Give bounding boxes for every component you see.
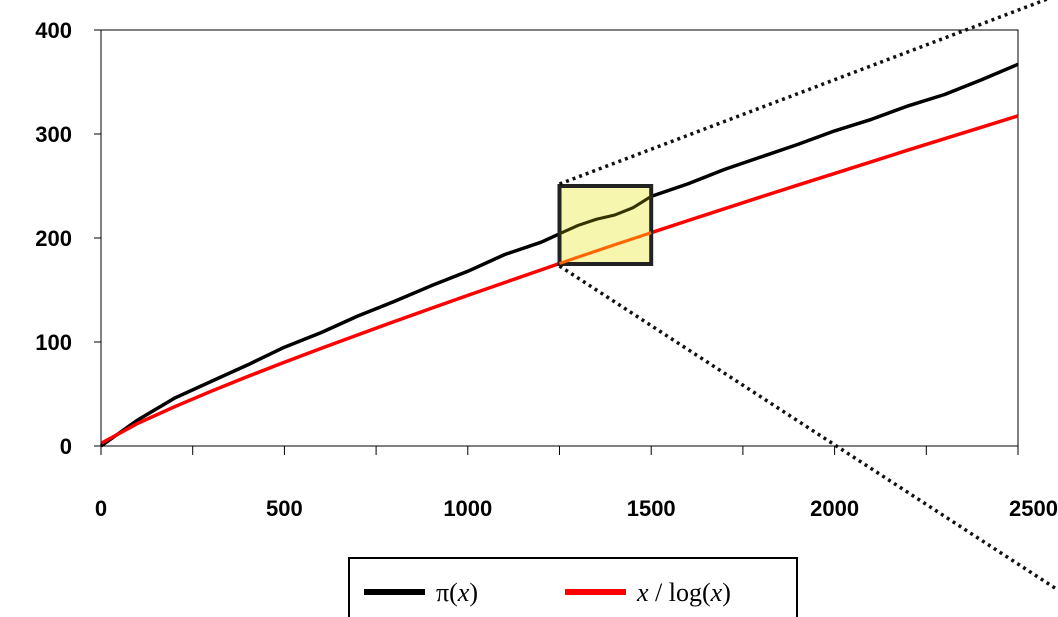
zoom-leader-lower [558, 264, 1058, 592]
x-tick-label: 1500 [627, 496, 676, 521]
y-axis-ticks: 0 100 200 300 400 [35, 18, 101, 459]
legend-label-pi: π(x) [436, 578, 478, 607]
y-tick-label: 100 [35, 330, 72, 355]
x-tick-label: 2500 [1009, 496, 1058, 521]
x-tick-label: 2000 [810, 496, 859, 521]
zoom-indicator [557, 0, 1058, 592]
y-tick-label: 200 [35, 226, 72, 251]
zoom-series-segment [558, 195, 652, 236]
legend-box [348, 557, 798, 617]
y-tick-label: 300 [35, 122, 72, 147]
x-tick-label: 1000 [443, 496, 492, 521]
x-tick-label: 0 [95, 496, 107, 521]
y-tick-label: 400 [35, 18, 72, 43]
x-tick-label: 500 [266, 496, 303, 521]
y-tick-label: 0 [60, 434, 72, 459]
legend-label-xlogx: x / log(x) [636, 578, 731, 607]
zoom-leader-upper [558, 0, 1050, 186]
zoom-series-segment [559, 231, 652, 265]
zoom-box [557, 184, 654, 266]
x-axis-ticks: 0 500 1000 1500 2000 2500 [95, 446, 1058, 521]
legend: π(x) x / log(x) [348, 557, 798, 617]
